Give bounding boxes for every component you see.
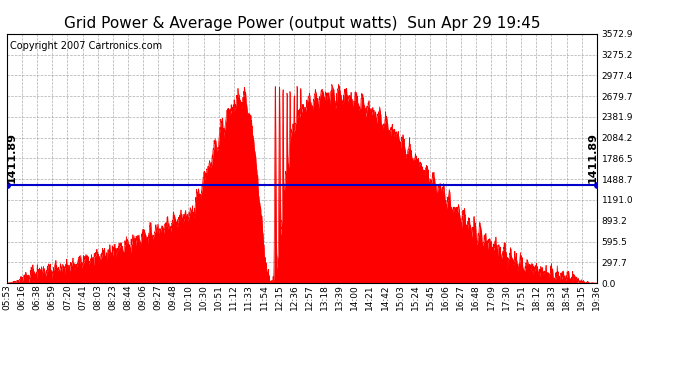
Text: 1411.89: 1411.89: [587, 132, 598, 183]
Text: Copyright 2007 Cartronics.com: Copyright 2007 Cartronics.com: [10, 41, 162, 51]
Title: Grid Power & Average Power (output watts)  Sun Apr 29 19:45: Grid Power & Average Power (output watts…: [63, 16, 540, 31]
Text: 1411.89: 1411.89: [6, 132, 17, 183]
